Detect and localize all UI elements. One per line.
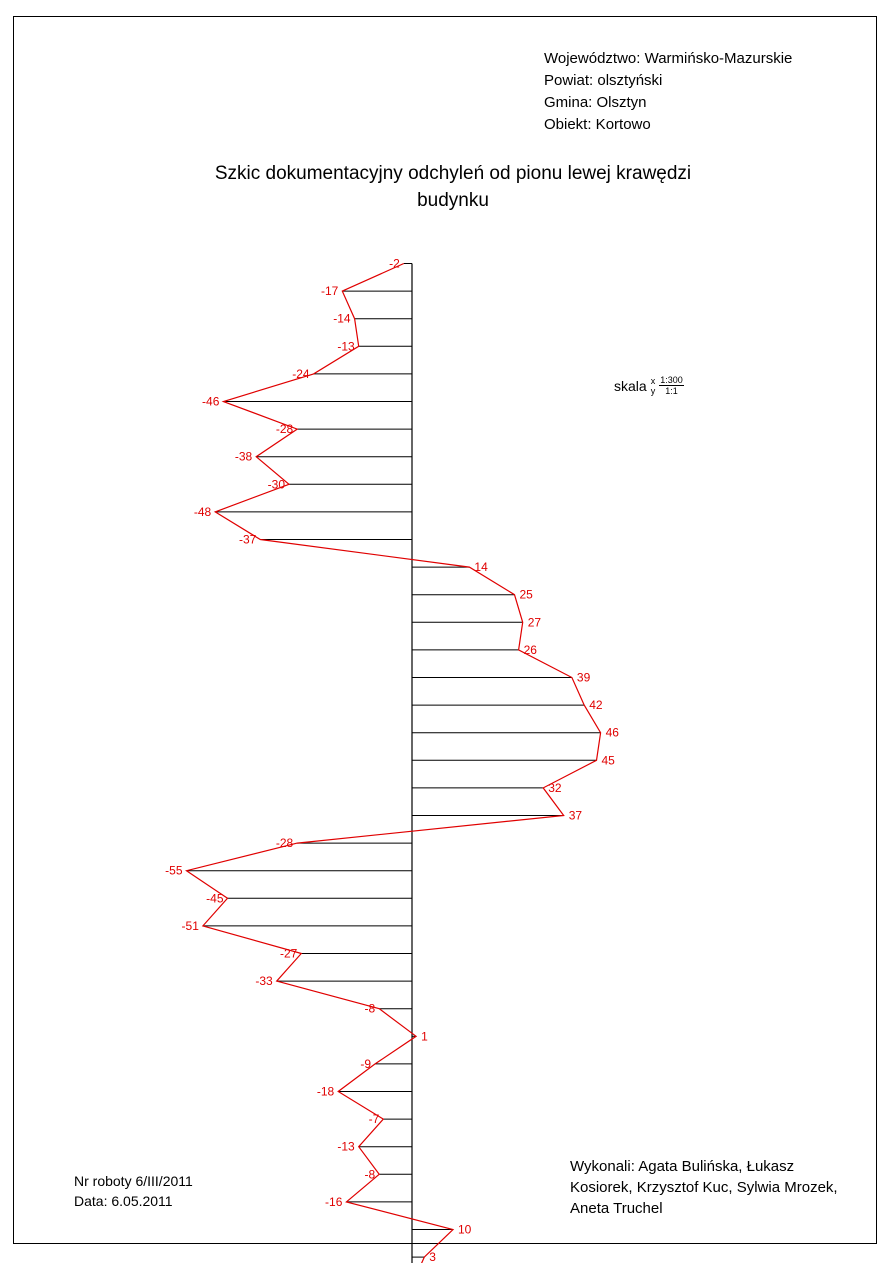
value-label: 1 xyxy=(421,1029,428,1043)
value-label: 25 xyxy=(520,588,534,602)
value-label: 39 xyxy=(577,671,591,685)
value-labels: -2 -17 -14 -13 -24 -46 -28 -38 -30 -48 -37 14 25 27 26… xyxy=(165,257,619,1263)
work-info: Nr roboty 6/III/2011 Data: 6.05.2011 xyxy=(74,1171,193,1211)
title-line-2: budynku xyxy=(417,190,489,211)
value-label: 3 xyxy=(429,1250,436,1263)
drawing-title: Szkic dokumentacyjny odchyleń od pionu l… xyxy=(140,160,766,214)
value-label: -48 xyxy=(194,505,212,519)
scale-legend: skala x y 1:300 1:1 xyxy=(614,375,684,396)
value-label: -2 xyxy=(389,257,400,271)
value-label: -13 xyxy=(337,339,355,353)
value-label: -17 xyxy=(321,284,339,298)
page-frame xyxy=(13,16,877,1244)
value-label: -18 xyxy=(317,1085,335,1099)
level-lines xyxy=(186,263,601,1258)
value-label: -37 xyxy=(239,533,257,547)
value-label: -28 xyxy=(276,422,294,436)
scale-ratio-y: 1:1 xyxy=(665,386,678,396)
value-label: -27 xyxy=(280,947,298,961)
value-label: 14 xyxy=(474,560,488,574)
value-label: -8 xyxy=(365,1002,376,1016)
deviation-line xyxy=(185,262,602,1263)
voivodeship-label: Województwo: Warmińsko-Mazurskie xyxy=(544,50,793,67)
value-label: 46 xyxy=(606,726,620,740)
value-label: 32 xyxy=(548,781,562,795)
value-label: -24 xyxy=(292,367,310,381)
value-label: -46 xyxy=(202,395,220,409)
value-label: -28 xyxy=(276,836,294,850)
value-label: -30 xyxy=(268,477,286,491)
municipality-label: Gmina: Olsztyn xyxy=(544,94,647,111)
value-label: -8 xyxy=(365,1167,376,1181)
value-label: -14 xyxy=(333,312,351,326)
scale-ratios: 1:300 1:1 xyxy=(659,375,684,396)
location-info: Województwo: Warmińsko-Mazurskie Powiat:… xyxy=(544,48,792,136)
scale-axis-x: x xyxy=(650,375,656,386)
value-label: -16 xyxy=(325,1195,343,1209)
value-label: 10 xyxy=(458,1223,472,1237)
deviation-profile xyxy=(185,262,602,1263)
scale-axes: x y xyxy=(651,376,656,396)
scale-label: skala xyxy=(614,377,647,394)
county-label: Powiat: olsztyński xyxy=(544,72,663,89)
value-label: -7 xyxy=(369,1112,380,1126)
value-label: 45 xyxy=(602,753,616,767)
value-label: 37 xyxy=(569,809,583,823)
authors-label: Wykonali: Agata Bulińska, Łukasz Kosiore… xyxy=(570,1158,838,1217)
value-label: -38 xyxy=(235,450,253,464)
value-label: 27 xyxy=(528,615,542,629)
value-label: -51 xyxy=(182,919,200,933)
work-number: Nr roboty 6/III/2011 xyxy=(74,1173,193,1189)
value-label: -55 xyxy=(165,864,183,878)
value-label: 26 xyxy=(524,643,538,657)
scale-ratio-x: 1:300 xyxy=(659,375,684,386)
value-label: -9 xyxy=(360,1057,371,1071)
work-date: Data: 6.05.2011 xyxy=(74,1193,173,1209)
value-label: 42 xyxy=(589,698,603,712)
value-label: -33 xyxy=(255,974,273,988)
object-label: Obiekt: Kortowo xyxy=(544,116,651,133)
value-label: -13 xyxy=(337,1140,355,1154)
scale-axis-y: y xyxy=(650,385,656,396)
value-label: -45 xyxy=(206,891,224,905)
title-line-1: Szkic dokumentacyjny odchyleń od pionu l… xyxy=(214,163,692,184)
